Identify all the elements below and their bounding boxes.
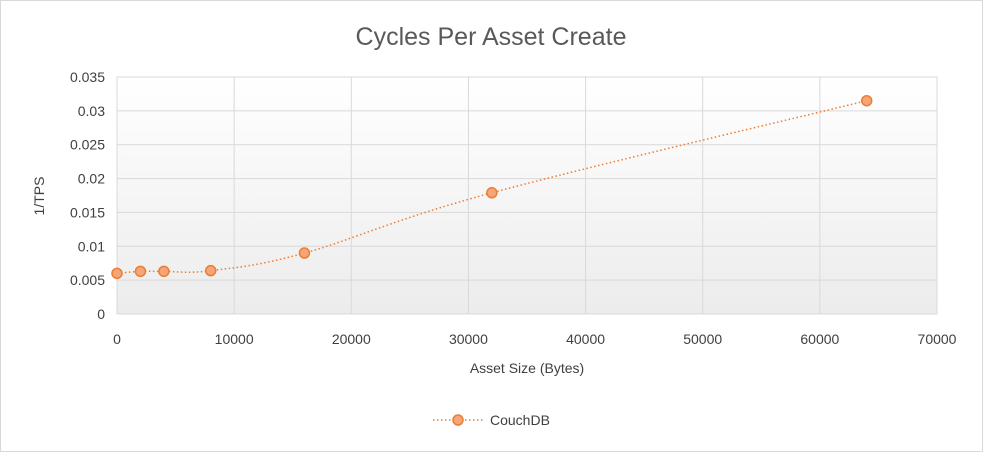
x-tick-label: 30000 [449, 331, 488, 347]
data-point [111, 267, 123, 280]
y-tick-label: 0.02 [78, 171, 105, 187]
legend: CouchDB [433, 412, 550, 428]
data-points [111, 94, 873, 280]
y-tick-label: 0.025 [70, 137, 105, 153]
tick-labels: 0 0.005 0.01 0.015 0.02 0.025 0.03 0.035 0 10000 2… [70, 69, 957, 347]
x-tick-label: 50000 [683, 331, 722, 347]
x-tick-label: 10000 [215, 331, 254, 347]
y-tick-label: 0.01 [78, 238, 105, 254]
data-point [298, 247, 311, 259]
data-point [158, 265, 170, 278]
y-tick-label: 0.005 [70, 272, 105, 288]
legend-label-couchdb: CouchDB [490, 412, 550, 428]
data-point [204, 264, 217, 277]
x-axis-label: Asset Size (Bytes) [470, 360, 584, 376]
plot-area [117, 77, 937, 314]
y-axis-label: 1/TPS [31, 177, 47, 216]
data-point [486, 187, 498, 199]
data-point [134, 265, 147, 278]
data-point [860, 94, 873, 107]
chart-title: Cycles Per Asset Create [356, 23, 627, 51]
y-tick-label: 0.015 [70, 204, 105, 220]
x-tick-label: 70000 [918, 331, 957, 347]
x-tick-label: 60000 [800, 331, 839, 347]
x-tick-label: 0 [113, 331, 121, 347]
legend-marker-couchdb [452, 414, 464, 426]
gridlines [116, 76, 938, 315]
y-tick-label: 0.03 [78, 103, 105, 119]
x-tick-label: 40000 [566, 331, 605, 347]
y-tick-label: 0.035 [70, 69, 105, 85]
y-tick-label: 0 [97, 306, 105, 322]
x-tick-label: 20000 [332, 331, 371, 347]
